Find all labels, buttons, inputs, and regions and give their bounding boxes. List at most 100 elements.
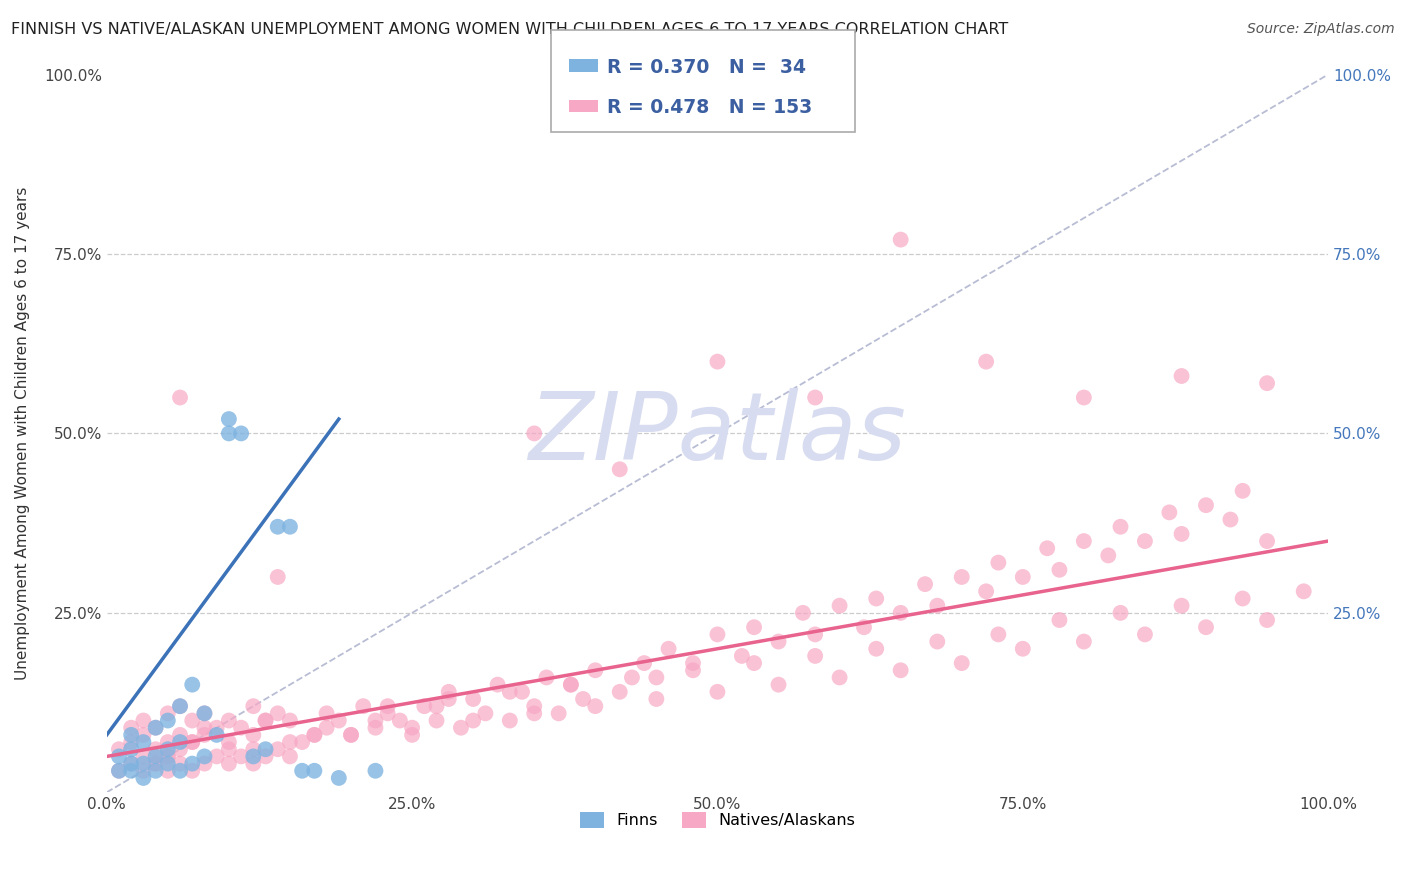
Point: [169, 391, 191, 405]
Point: [1170, 369, 1192, 384]
Point: [523, 426, 546, 441]
Point: [254, 749, 277, 764]
Point: [1292, 584, 1315, 599]
Point: [547, 706, 569, 721]
Point: [1049, 563, 1071, 577]
Point: [1256, 376, 1278, 391]
Point: [193, 749, 215, 764]
Point: [205, 721, 228, 735]
Point: [267, 520, 290, 534]
Point: [706, 354, 728, 368]
Point: [633, 656, 655, 670]
Point: [254, 714, 277, 728]
Point: [425, 714, 447, 728]
Point: [450, 721, 472, 735]
Point: [132, 749, 155, 764]
Point: [927, 599, 949, 613]
Point: [1133, 627, 1156, 641]
Point: [267, 706, 290, 721]
Point: [987, 556, 1010, 570]
Point: [486, 678, 509, 692]
Y-axis label: Unemployment Among Women with Children Ages 6 to 17 years: Unemployment Among Women with Children A…: [15, 186, 30, 680]
Point: [181, 678, 204, 692]
Point: [987, 627, 1010, 641]
Point: [156, 735, 179, 749]
Point: [315, 706, 337, 721]
Point: [853, 620, 876, 634]
Point: [267, 742, 290, 756]
Point: [218, 742, 240, 756]
Point: [181, 714, 204, 728]
Point: [1073, 391, 1095, 405]
Point: [1195, 498, 1218, 512]
Point: [865, 591, 887, 606]
Point: [278, 520, 301, 534]
Point: [254, 742, 277, 756]
Point: [328, 714, 350, 728]
Point: [1011, 570, 1033, 584]
Point: [792, 606, 814, 620]
Point: [463, 692, 485, 706]
Point: [120, 735, 142, 749]
Point: [1049, 613, 1071, 627]
Point: [583, 699, 606, 714]
Point: [437, 692, 460, 706]
Point: [364, 714, 387, 728]
Point: [242, 742, 264, 756]
Point: [583, 663, 606, 677]
Point: [242, 756, 264, 771]
Point: [437, 685, 460, 699]
Point: [169, 756, 191, 771]
Point: [1232, 483, 1254, 498]
Point: [132, 728, 155, 742]
Point: [193, 706, 215, 721]
Point: [169, 699, 191, 714]
Point: [1073, 634, 1095, 648]
Point: [377, 699, 399, 714]
Point: [974, 584, 997, 599]
Point: [242, 699, 264, 714]
Point: [510, 685, 533, 699]
Point: [169, 699, 191, 714]
Point: [156, 764, 179, 778]
Point: [156, 742, 179, 756]
Point: [145, 742, 167, 756]
Point: [804, 627, 827, 641]
Point: [169, 764, 191, 778]
Point: [828, 670, 851, 684]
Point: [120, 742, 142, 756]
Point: [315, 721, 337, 735]
Point: [1170, 599, 1192, 613]
Point: [706, 685, 728, 699]
Point: [658, 641, 681, 656]
Point: [218, 426, 240, 441]
Point: [169, 735, 191, 749]
Text: R = 0.478   N = 153: R = 0.478 N = 153: [607, 98, 813, 117]
Point: [108, 764, 131, 778]
Point: [828, 599, 851, 613]
Point: [1097, 549, 1119, 563]
Point: [352, 699, 374, 714]
Point: [193, 728, 215, 742]
Point: [1195, 620, 1218, 634]
Point: [401, 728, 423, 742]
Point: [145, 721, 167, 735]
Point: [950, 570, 973, 584]
Point: [278, 749, 301, 764]
Text: FINNISH VS NATIVE/ALASKAN UNEMPLOYMENT AMONG WOMEN WITH CHILDREN AGES 6 TO 17 YE: FINNISH VS NATIVE/ALASKAN UNEMPLOYMENT A…: [11, 22, 1008, 37]
Text: R = 0.370   N =  34: R = 0.370 N = 34: [607, 58, 807, 77]
Point: [927, 634, 949, 648]
Point: [474, 706, 496, 721]
Point: [132, 735, 155, 749]
Point: [682, 663, 704, 677]
Point: [181, 756, 204, 771]
Point: [804, 391, 827, 405]
Point: [974, 354, 997, 368]
Point: [1170, 527, 1192, 541]
Point: [890, 663, 912, 677]
Point: [950, 656, 973, 670]
Point: [218, 412, 240, 426]
Point: [609, 685, 631, 699]
Point: [145, 749, 167, 764]
Point: [156, 706, 179, 721]
